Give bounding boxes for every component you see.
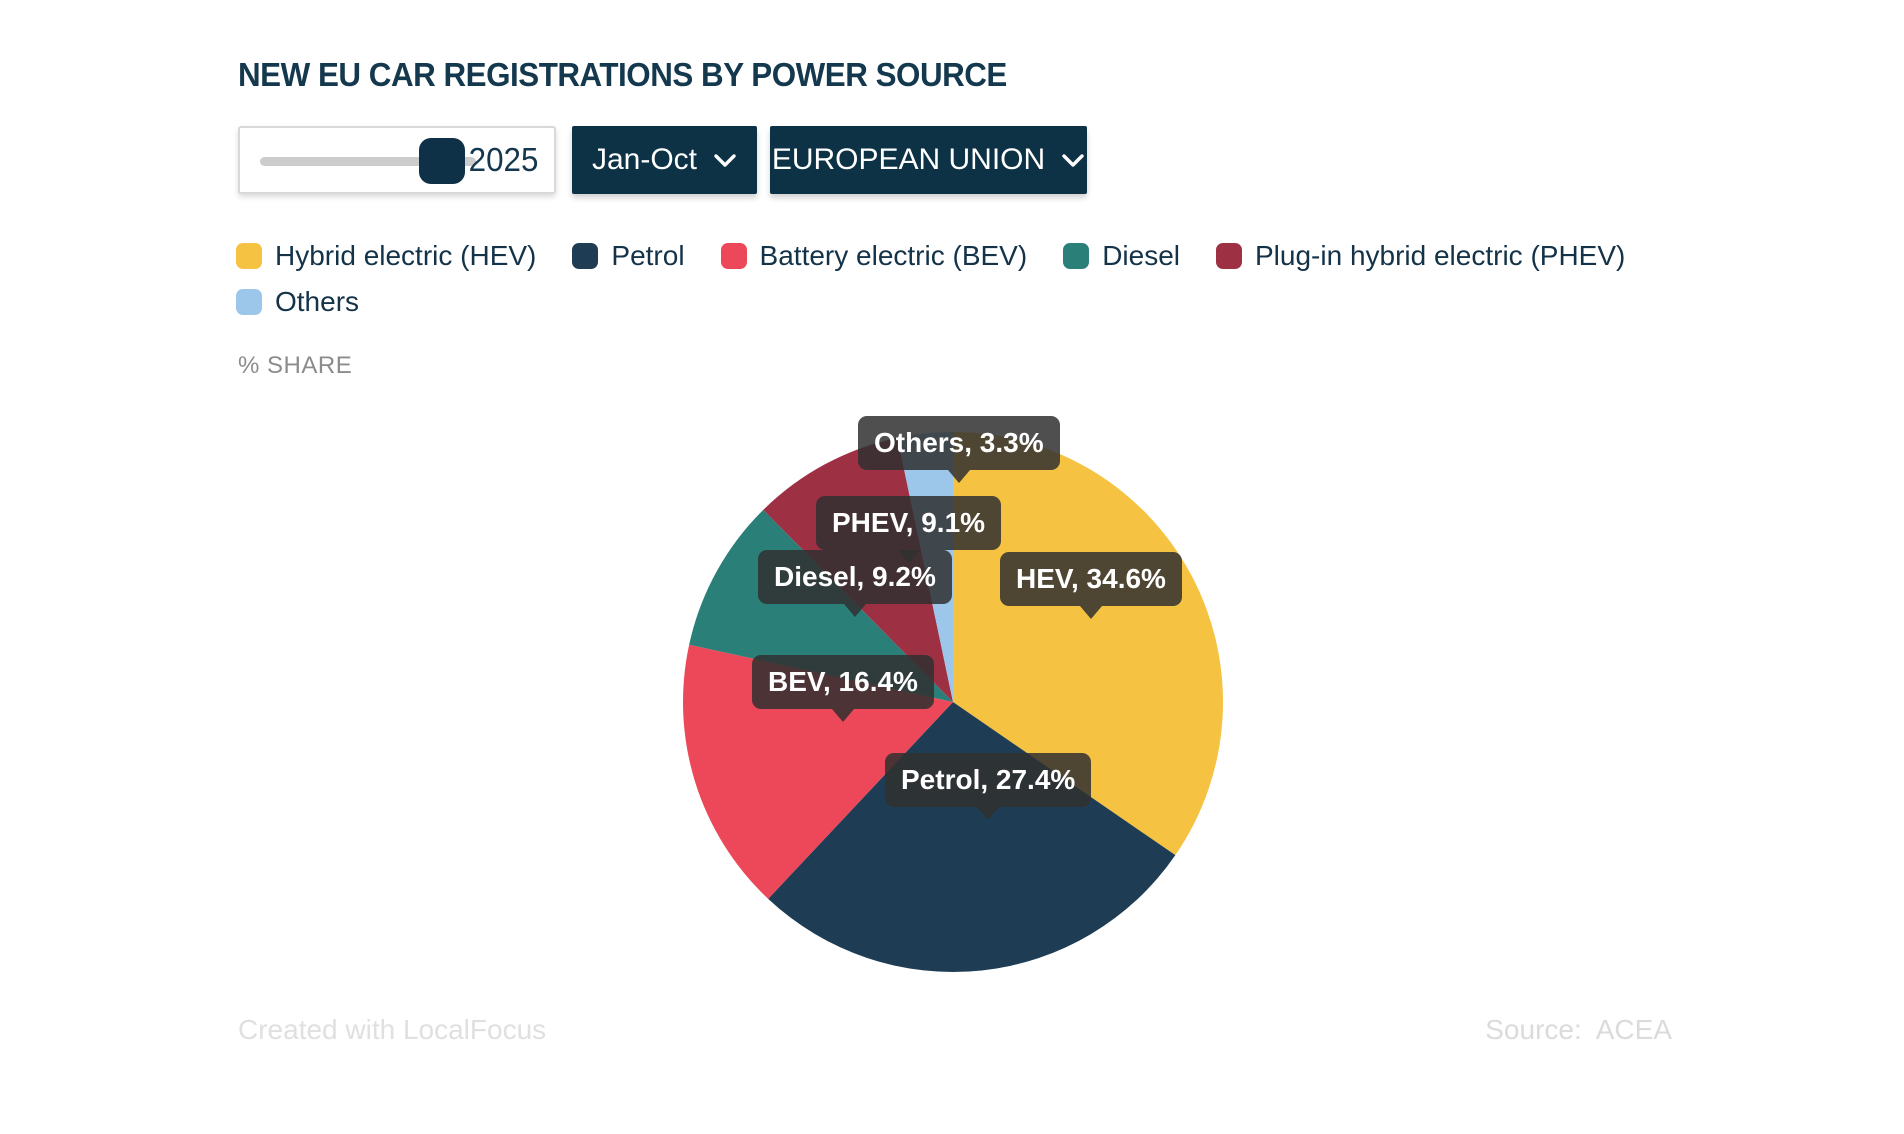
region-dropdown-label: EUROPEAN UNION: [771, 143, 1046, 176]
localfocus-credit-link[interactable]: Created with LocalFocus: [238, 1014, 547, 1045]
year-slider[interactable]: 2025: [238, 126, 556, 194]
legend-item-hev: Hybrid electric (HEV): [236, 240, 536, 272]
region-dropdown[interactable]: EUROPEAN UNION: [770, 126, 1087, 194]
period-dropdown-label: Jan-Oct: [591, 143, 698, 176]
legend-label: Others: [275, 286, 360, 317]
source-label: Source:: [1485, 1014, 1582, 1045]
legend-label: Diesel: [1102, 240, 1180, 271]
chevron-down-icon: [1062, 153, 1084, 167]
legend-item-phev: Plug-in hybrid electric (PHEV): [1216, 240, 1625, 272]
pie-slice-petrol[interactable]: [768, 702, 1176, 972]
legend-swatch-icon: [1216, 243, 1242, 269]
legend-label: Battery electric (BEV): [759, 240, 1028, 271]
legend-swatch-icon: [720, 243, 747, 269]
legend-swatch-icon: [572, 243, 599, 269]
slice-label-others: Others, 3.3%: [858, 416, 1060, 483]
slice-label-petrol: Petrol, 27.4%: [885, 753, 1092, 820]
pie-slice-diesel[interactable]: [689, 509, 953, 702]
legend-label: Petrol: [611, 240, 685, 271]
legend-label: Hybrid electric (HEV): [275, 240, 537, 271]
year-slider-track[interactable]: [260, 157, 476, 166]
legend-item-bev: Battery electric (BEV): [720, 240, 1028, 272]
period-dropdown[interactable]: Jan-Oct: [572, 126, 757, 194]
legend-item-petrol: Petrol: [572, 240, 685, 272]
pie-slice-hev[interactable]: [953, 432, 1223, 856]
legend-label: Plug-in hybrid electric (PHEV): [1255, 240, 1626, 271]
source-value: ACEA: [1595, 1014, 1672, 1045]
slice-label-diesel: Diesel, 9.2%: [758, 550, 952, 617]
slice-label-bev: BEV, 16.4%: [752, 655, 934, 722]
slice-label-phev: PHEV, 9.1%: [816, 496, 1002, 563]
legend-swatch-icon: [236, 243, 262, 269]
legend: Hybrid electric (HEV) Petrol Battery elect…: [236, 240, 1756, 318]
page-title: NEW EU CAR REGISTRATIONS BY POWER SOURCE: [238, 56, 1007, 93]
slice-label-hev: HEV, 34.6%: [1000, 552, 1182, 619]
source-credit: Source: ACEA: [1485, 1014, 1672, 1046]
year-slider-value: 2025: [468, 141, 538, 178]
legend-item-others: Others: [236, 286, 359, 318]
chevron-down-icon: [714, 153, 736, 167]
legend-swatch-icon: [1063, 243, 1090, 269]
axis-unit-note: % SHARE: [238, 352, 353, 379]
legend-item-diesel: Diesel: [1063, 240, 1180, 272]
legend-swatch-icon: [236, 289, 262, 315]
year-slider-thumb[interactable]: [419, 138, 465, 184]
